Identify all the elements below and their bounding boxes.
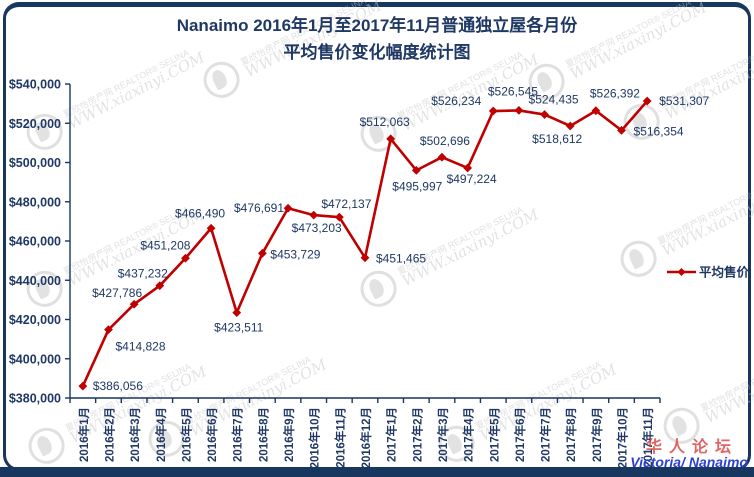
chart-title-line1: Nanaimo 2016年1月至2017年11月普通独立屋各月份	[176, 16, 578, 35]
y-tick-label: $400,000	[9, 352, 61, 366]
data-point-label: $453,729	[270, 247, 320, 261]
data-point-label: $437,232	[118, 267, 168, 281]
data-point-marker	[514, 106, 524, 115]
watermark-forum-text: 华人论坛	[645, 439, 738, 456]
data-point-marker	[617, 126, 626, 135]
x-tick-label: 2017年7月	[539, 407, 553, 462]
data-point-marker	[386, 134, 396, 144]
data-point-label: $516,354	[634, 124, 684, 138]
data-point-marker	[540, 110, 549, 119]
y-tick-label: $540,000	[9, 78, 61, 92]
data-point-label: $476,691	[234, 201, 284, 215]
legend-marker	[677, 268, 686, 276]
y-tick-label: $380,000	[9, 392, 61, 406]
data-point-marker	[360, 253, 370, 263]
data-point-marker	[334, 212, 344, 222]
data-point-marker	[565, 121, 575, 131]
x-tick-label: 2017年5月	[487, 407, 501, 462]
x-tick-label: 2016年4月	[154, 407, 168, 462]
x-tick-label: 2016年11月	[333, 407, 347, 468]
x-tick-label: 2017年1月	[385, 407, 399, 462]
x-tick-label: 2017年10月	[616, 407, 630, 468]
y-tick-label: $440,000	[9, 274, 61, 288]
x-tick-label: 2016年1月	[77, 407, 91, 462]
data-point-label: $502,696	[420, 134, 470, 148]
x-tick-label: 2017年4月	[462, 407, 476, 462]
data-point-marker	[78, 381, 88, 391]
x-tick-label: 2016年9月	[282, 407, 296, 462]
data-point-marker	[411, 165, 421, 175]
data-point-marker	[104, 325, 113, 335]
x-tick-label: 2016年8月	[256, 407, 270, 462]
data-point-marker	[155, 281, 165, 291]
y-tick-label: $500,000	[9, 156, 61, 170]
x-tick-label: 2016年7月	[231, 407, 245, 462]
data-point-marker	[437, 152, 447, 162]
data-point-label: $524,435	[529, 93, 579, 107]
data-point-marker	[232, 308, 242, 318]
x-tick-label: 2017年2月	[410, 407, 424, 462]
data-point-label: $526,392	[590, 87, 640, 101]
data-point-label: $512,063	[360, 115, 410, 129]
data-point-label: $466,490	[175, 206, 225, 220]
data-point-label: $497,224	[447, 172, 497, 186]
data-point-marker	[257, 248, 267, 258]
data-point-marker	[283, 203, 293, 213]
data-point-marker	[591, 106, 601, 116]
bottom-divider-bar	[0, 467, 754, 477]
chart-title-line2: 平均售价变化幅度统计图	[283, 43, 471, 62]
x-tick-label: 2017年3月	[436, 407, 450, 462]
page-title: Nanaimo 2016年1月至2017年11月普通独立屋各月份 平均售价变化幅…	[0, 12, 754, 66]
data-point-label: $526,234	[431, 94, 481, 108]
data-point-marker	[488, 106, 498, 116]
data-point-label: $473,203	[292, 221, 342, 235]
data-point-label: $451,208	[140, 238, 190, 252]
data-point-label: $427,786	[92, 286, 142, 300]
data-point-label: $518,612	[532, 132, 582, 146]
y-tick-label: $480,000	[9, 195, 61, 209]
data-point-label: $526,545	[488, 84, 538, 98]
x-tick-label: 2016年12月	[359, 407, 373, 468]
data-point-marker	[181, 253, 190, 263]
data-point-label: $531,307	[659, 94, 709, 108]
data-point-label: $414,828	[115, 340, 165, 354]
x-tick-label: 2017年6月	[513, 407, 527, 462]
x-tick-label: 2016年2月	[102, 407, 116, 462]
data-point-label: $495,997	[392, 179, 442, 193]
data-point-label: $423,511	[214, 321, 263, 335]
y-tick-label: $520,000	[9, 117, 61, 131]
y-tick-label: $420,000	[9, 313, 61, 327]
x-tick-label: 2016年6月	[205, 407, 219, 462]
data-point-marker	[129, 299, 139, 309]
data-point-marker	[206, 223, 216, 233]
x-tick-label: 2016年10月	[308, 407, 322, 468]
x-tick-label: 2016年3月	[128, 407, 142, 462]
y-tick-label: $460,000	[9, 235, 61, 249]
watermark-region-text: Victoria/ Nanaimo	[630, 454, 748, 470]
data-point-label: $451,465	[376, 252, 426, 266]
data-point-marker	[309, 210, 319, 220]
x-tick-label: 2017年9月	[590, 407, 604, 462]
data-point-marker	[463, 163, 473, 173]
legend-label: 平均售价	[699, 265, 750, 280]
forum-watermark: 华人论坛 Victoria/ Nanaimo	[630, 440, 748, 470]
x-tick-label: 2017年11月	[641, 407, 655, 468]
data-point-marker	[642, 96, 652, 106]
x-tick-label: 2016年5月	[179, 407, 193, 462]
x-tick-label: 2017年8月	[564, 407, 578, 462]
data-point-label: $386,056	[93, 379, 143, 393]
data-point-label: $472,137	[321, 197, 371, 211]
